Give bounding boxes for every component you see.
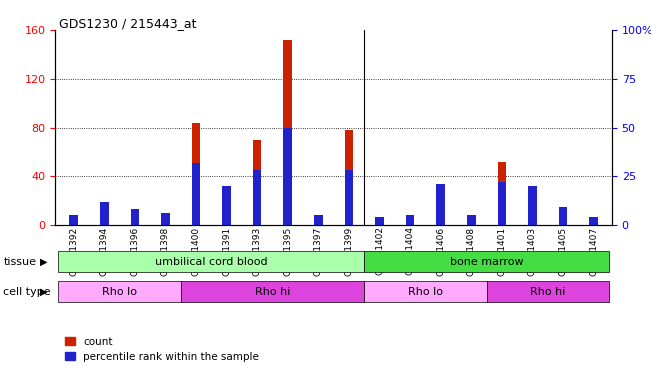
- Bar: [70, 215, 78, 225]
- Text: Rho hi: Rho hi: [530, 286, 566, 297]
- Bar: [467, 215, 475, 225]
- Bar: [192, 163, 201, 225]
- Bar: [406, 215, 415, 225]
- Bar: [559, 216, 567, 225]
- Bar: [131, 216, 139, 225]
- Text: ▶: ▶: [40, 287, 48, 297]
- Bar: [59, 251, 364, 272]
- Text: GDS1230 / 215443_at: GDS1230 / 215443_at: [59, 17, 196, 30]
- Text: ▶: ▶: [40, 257, 48, 267]
- Bar: [192, 123, 201, 225]
- Bar: [589, 217, 598, 225]
- Bar: [283, 40, 292, 225]
- Bar: [497, 182, 506, 225]
- Bar: [364, 281, 486, 302]
- Text: bone marrow: bone marrow: [450, 256, 523, 267]
- Bar: [253, 170, 262, 225]
- Legend: count, percentile rank within the sample: count, percentile rank within the sample: [61, 333, 264, 366]
- Bar: [344, 130, 353, 225]
- Bar: [222, 186, 231, 225]
- Bar: [497, 162, 506, 225]
- Bar: [100, 202, 109, 225]
- Bar: [467, 216, 475, 225]
- Bar: [436, 184, 445, 225]
- Bar: [253, 140, 262, 225]
- Text: umbilical cord blood: umbilical cord blood: [155, 256, 268, 267]
- Bar: [559, 207, 567, 225]
- Bar: [528, 186, 536, 225]
- Text: tissue: tissue: [3, 257, 36, 267]
- Text: Rho hi: Rho hi: [255, 286, 290, 297]
- Bar: [314, 219, 323, 225]
- Bar: [436, 198, 445, 225]
- Bar: [181, 281, 364, 302]
- Bar: [528, 207, 536, 225]
- Text: Rho lo: Rho lo: [102, 286, 137, 297]
- Text: cell type: cell type: [3, 287, 51, 297]
- Bar: [70, 215, 78, 225]
- Bar: [161, 213, 170, 225]
- Bar: [100, 203, 109, 225]
- Bar: [375, 217, 384, 225]
- Text: Rho lo: Rho lo: [408, 286, 443, 297]
- Bar: [406, 215, 415, 225]
- Bar: [131, 209, 139, 225]
- Bar: [375, 220, 384, 225]
- Bar: [222, 198, 231, 225]
- Bar: [59, 281, 181, 302]
- Bar: [283, 128, 292, 225]
- Bar: [161, 215, 170, 225]
- Bar: [314, 215, 323, 225]
- Bar: [589, 217, 598, 225]
- Bar: [344, 170, 353, 225]
- Bar: [486, 281, 609, 302]
- Bar: [364, 251, 609, 272]
